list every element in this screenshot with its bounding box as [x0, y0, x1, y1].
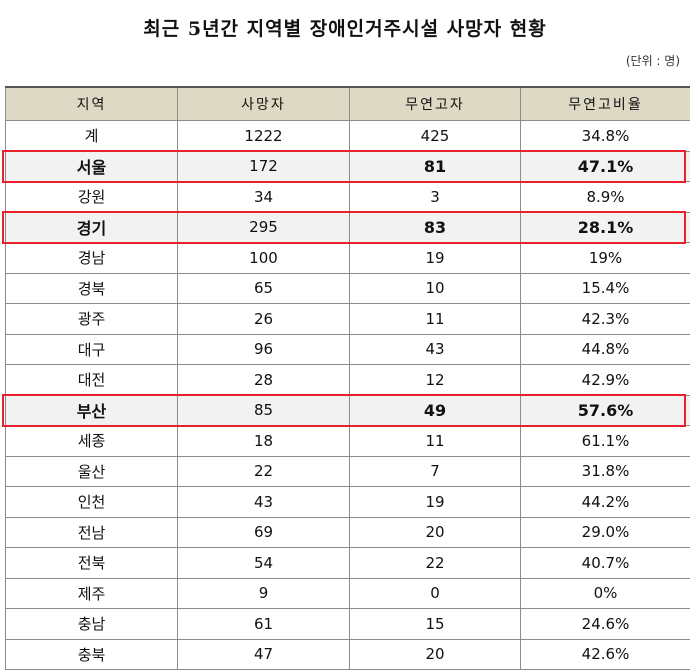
cell-deaths: 43 — [178, 487, 350, 518]
cell-ratio: 61.1% — [521, 426, 690, 457]
cell-ratio: 31.8% — [521, 456, 690, 487]
cell-region: 강원 — [6, 182, 178, 213]
cell-deaths: 18 — [178, 426, 350, 457]
cell-region: 경기 — [6, 212, 178, 243]
cell-deaths: 1222 — [178, 121, 350, 152]
cell-region: 인천 — [6, 487, 178, 518]
cell-ratio: 44.8% — [521, 334, 690, 365]
cell-region: 전남 — [6, 517, 178, 548]
cell-deaths: 61 — [178, 609, 350, 640]
header-deaths: 사망자 — [178, 87, 350, 121]
cell-deaths: 172 — [178, 151, 350, 182]
header-region: 지역 — [6, 87, 178, 121]
cell-region: 부산 — [6, 395, 178, 426]
cell-deaths: 28 — [178, 365, 350, 396]
cell-unclaimed: 19 — [350, 487, 521, 518]
cell-unclaimed: 19 — [350, 243, 521, 274]
cell-unclaimed: 3 — [350, 182, 521, 213]
cell-region: 제주 — [6, 578, 178, 609]
cell-deaths: 34 — [178, 182, 350, 213]
cell-ratio: 29.0% — [521, 517, 690, 548]
cell-deaths: 100 — [178, 243, 350, 274]
cell-deaths: 295 — [178, 212, 350, 243]
cell-ratio: 0% — [521, 578, 690, 609]
cell-unclaimed: 83 — [350, 212, 521, 243]
cell-deaths: 85 — [178, 395, 350, 426]
cell-ratio: 57.6% — [521, 395, 690, 426]
header-unclaimed: 무연고자 — [350, 87, 521, 121]
cell-region: 울산 — [6, 456, 178, 487]
cell-unclaimed: 10 — [350, 273, 521, 304]
cell-deaths: 65 — [178, 273, 350, 304]
cell-ratio: 34.8% — [521, 121, 690, 152]
cell-unclaimed: 7 — [350, 456, 521, 487]
header-ratio: 무연고비율 — [521, 87, 690, 121]
cell-deaths: 26 — [178, 304, 350, 335]
cell-deaths: 9 — [178, 578, 350, 609]
cell-unclaimed: 20 — [350, 639, 521, 670]
cell-unclaimed: 20 — [350, 517, 521, 548]
cell-unclaimed: 425 — [350, 121, 521, 152]
cell-ratio: 28.1% — [521, 212, 690, 243]
cell-unclaimed: 0 — [350, 578, 521, 609]
cell-region: 경북 — [6, 273, 178, 304]
cell-region: 서울 — [6, 151, 178, 182]
cell-ratio: 47.1% — [521, 151, 690, 182]
cell-unclaimed: 49 — [350, 395, 521, 426]
cell-unclaimed: 81 — [350, 151, 521, 182]
table-header-row: 지역 사망자 무연고자 무연고비율 — [6, 87, 690, 121]
cell-region: 전북 — [6, 548, 178, 579]
cell-unclaimed: 11 — [350, 304, 521, 335]
cell-region: 충북 — [6, 639, 178, 670]
cell-unclaimed: 11 — [350, 426, 521, 457]
cell-unclaimed: 43 — [350, 334, 521, 365]
cell-unclaimed: 15 — [350, 609, 521, 640]
cell-region: 경남 — [6, 243, 178, 274]
cell-deaths: 47 — [178, 639, 350, 670]
cell-ratio: 42.6% — [521, 639, 690, 670]
cell-unclaimed: 22 — [350, 548, 521, 579]
cell-region: 계 — [6, 121, 178, 152]
cell-ratio: 15.4% — [521, 273, 690, 304]
cell-region: 충남 — [6, 609, 178, 640]
page-title: 최근 5년간 지역별 장애인거주시설 사망자 현황 — [0, 14, 690, 41]
unit-label: (단위 : 명) — [626, 52, 680, 69]
cell-region: 대전 — [6, 365, 178, 396]
cell-unclaimed: 12 — [350, 365, 521, 396]
cell-ratio: 42.9% — [521, 365, 690, 396]
cell-ratio: 44.2% — [521, 487, 690, 518]
cell-region: 세종 — [6, 426, 178, 457]
cell-ratio: 19% — [521, 243, 690, 274]
cell-deaths: 69 — [178, 517, 350, 548]
cell-ratio: 24.6% — [521, 609, 690, 640]
cell-ratio: 40.7% — [521, 548, 690, 579]
cell-ratio: 42.3% — [521, 304, 690, 335]
cell-deaths: 54 — [178, 548, 350, 579]
cell-region: 광주 — [6, 304, 178, 335]
cell-deaths: 22 — [178, 456, 350, 487]
cell-region: 대구 — [6, 334, 178, 365]
cell-ratio: 8.9% — [521, 182, 690, 213]
cell-deaths: 96 — [178, 334, 350, 365]
